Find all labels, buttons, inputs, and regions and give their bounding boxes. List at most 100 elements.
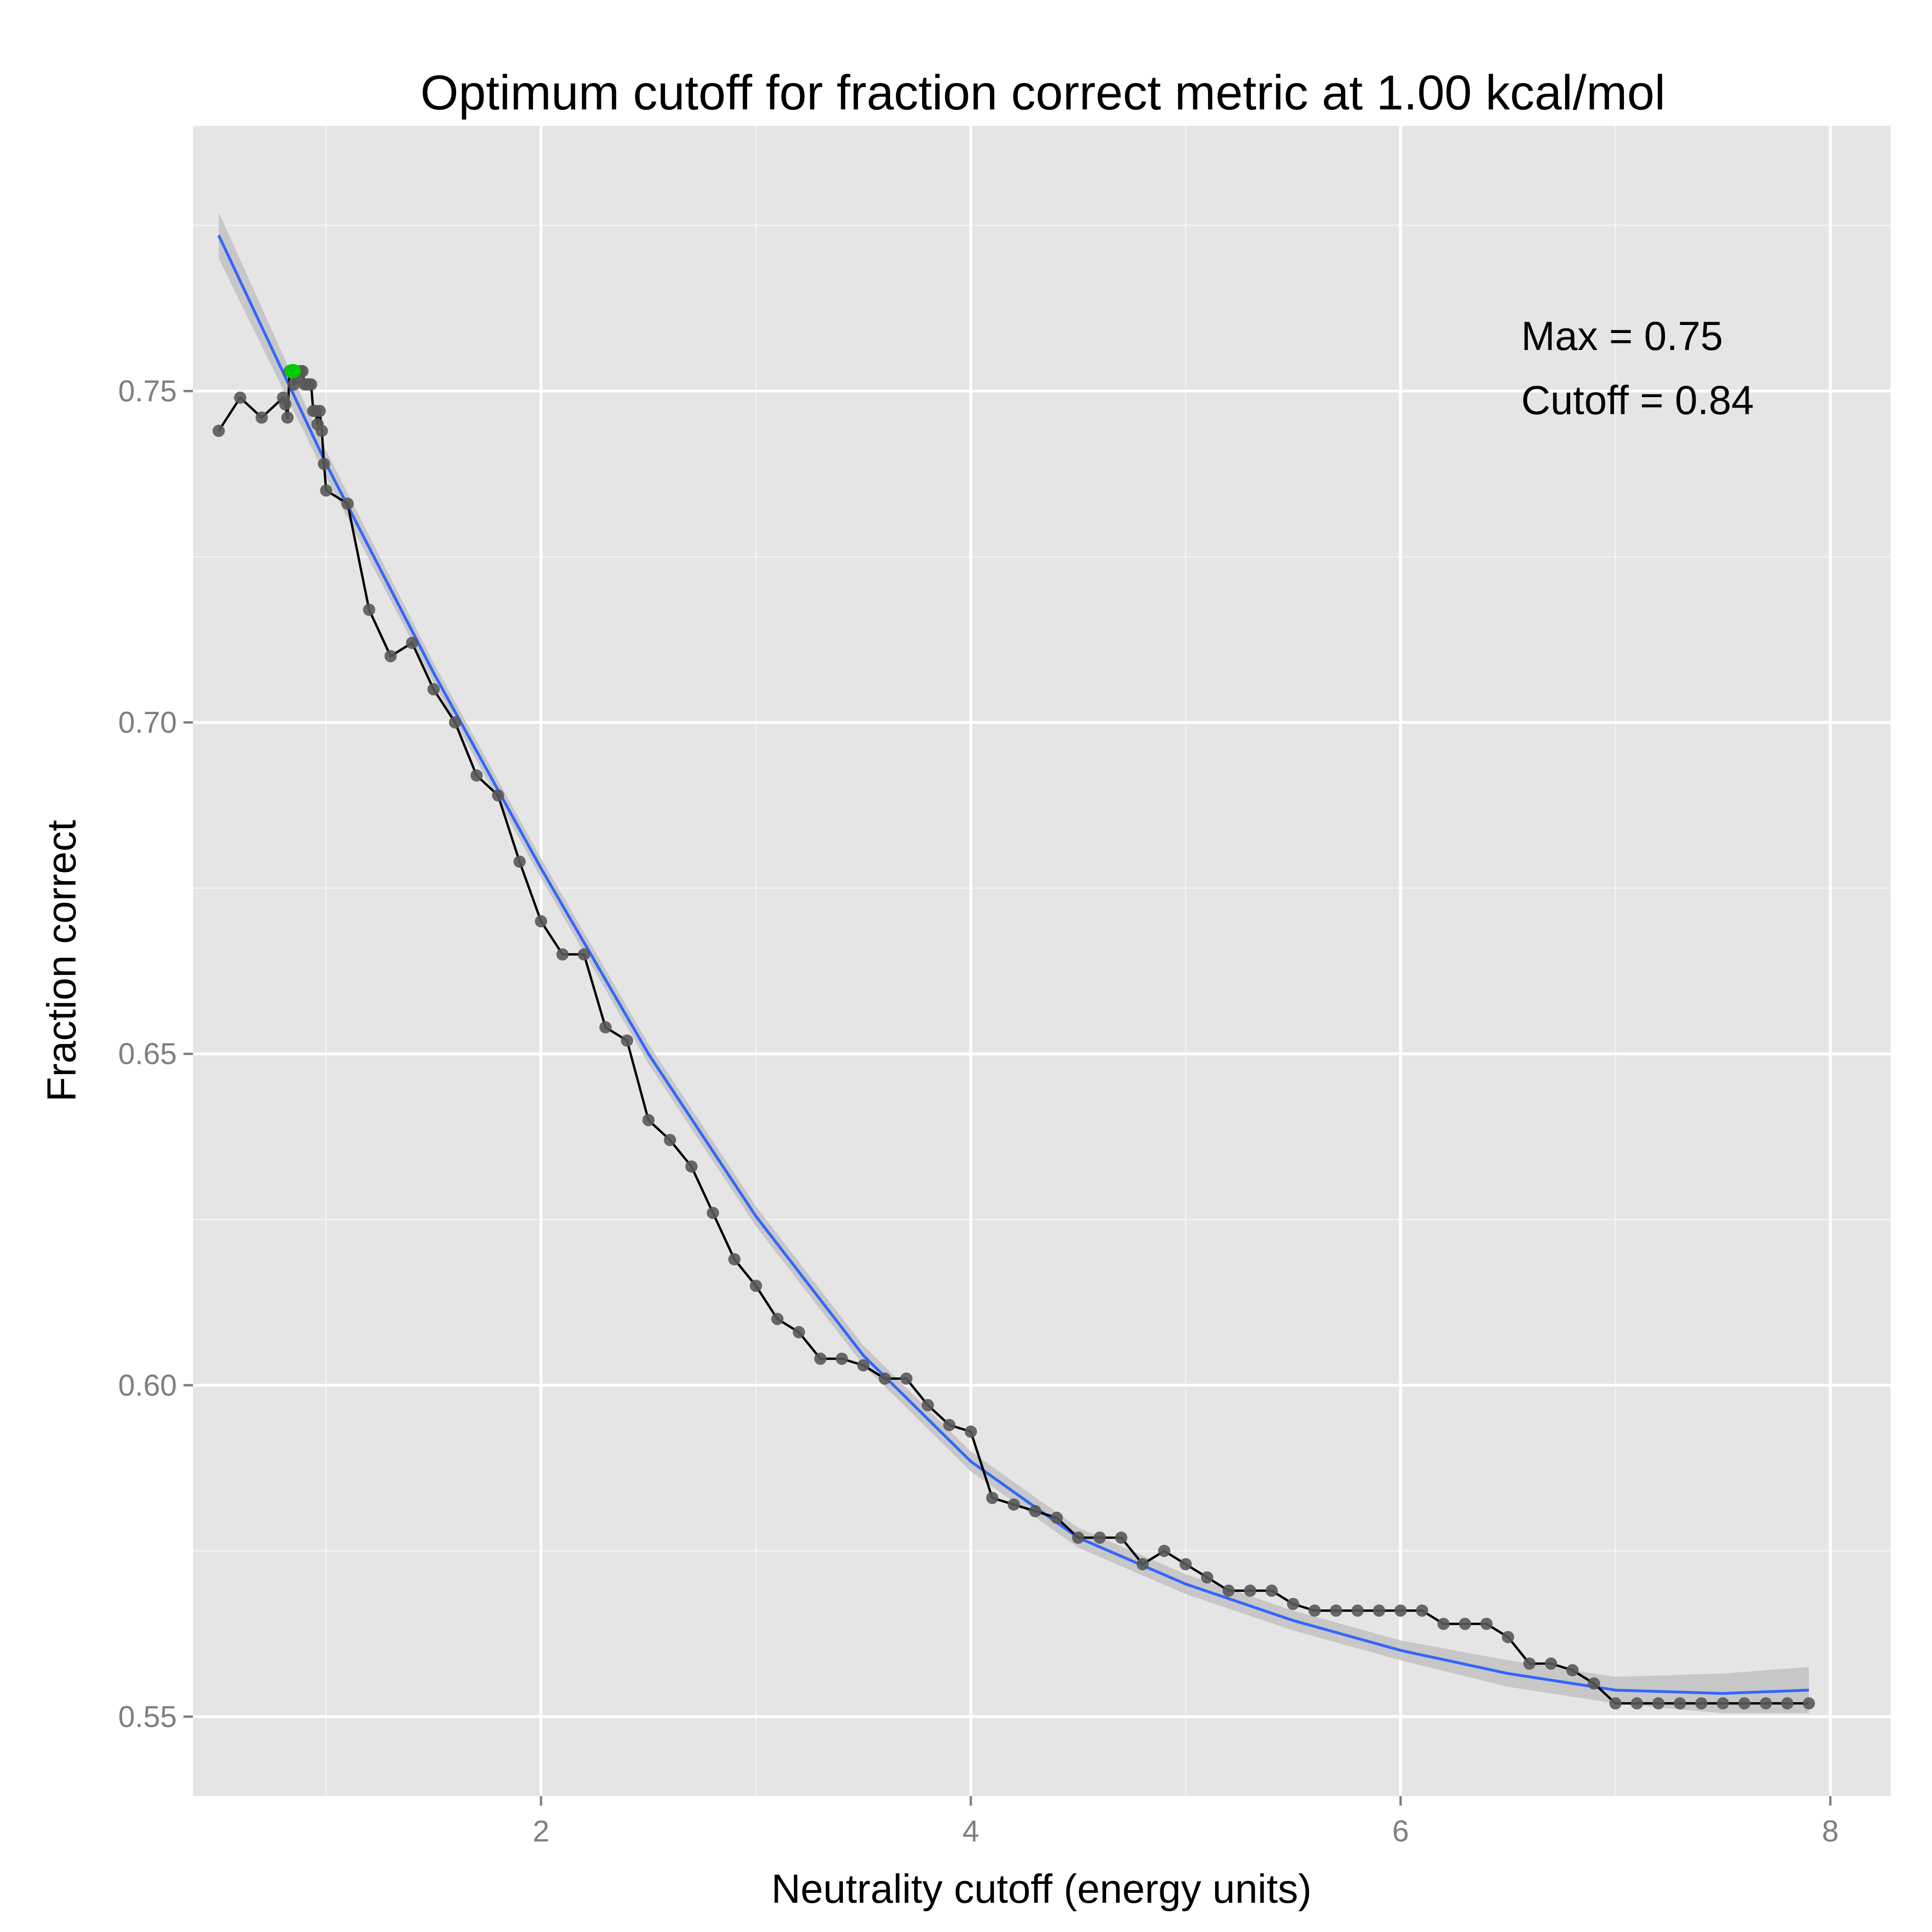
plot-panel xyxy=(193,126,1890,1796)
data-point xyxy=(878,1372,891,1385)
x-tick-label: 6 xyxy=(1392,1814,1409,1848)
data-point xyxy=(491,789,504,802)
data-point xyxy=(1802,1697,1815,1710)
data-point xyxy=(1050,1511,1063,1524)
data-point xyxy=(749,1280,762,1292)
data-point xyxy=(664,1133,676,1146)
data-point xyxy=(792,1326,805,1339)
data-point xyxy=(1072,1532,1084,1544)
data-point xyxy=(1008,1498,1020,1511)
data-point xyxy=(316,425,328,437)
data-point xyxy=(685,1160,698,1173)
data-point xyxy=(1179,1558,1192,1571)
data-point xyxy=(1222,1584,1235,1597)
data-point xyxy=(1373,1604,1385,1617)
cutoff-annotation: Cutoff = 0.84 xyxy=(1521,378,1754,423)
data-point xyxy=(771,1313,784,1325)
data-point xyxy=(1244,1584,1257,1597)
data-point xyxy=(281,411,294,424)
data-point xyxy=(1652,1697,1665,1710)
smooth-fit-line xyxy=(217,234,1809,1695)
max-highlight xyxy=(284,364,301,378)
data-point xyxy=(621,1034,633,1047)
data-point xyxy=(1029,1505,1041,1517)
data-point xyxy=(363,603,375,616)
data-point xyxy=(1566,1664,1579,1676)
data-point xyxy=(1115,1532,1128,1544)
data-point xyxy=(427,683,440,696)
data-point xyxy=(1588,1677,1600,1690)
data-point xyxy=(1781,1697,1794,1710)
data-point xyxy=(279,398,291,411)
data-point xyxy=(986,1491,999,1504)
x-axis: 2 4 6 8 xyxy=(533,1796,1839,1848)
x-tick-label: 4 xyxy=(962,1814,979,1848)
data-point xyxy=(900,1372,913,1385)
fit-layer xyxy=(217,234,1809,1695)
major-gridlines xyxy=(193,126,1890,1796)
data-point xyxy=(857,1359,870,1372)
x-tick-label: 2 xyxy=(533,1814,550,1848)
data-point xyxy=(384,650,397,663)
data-point xyxy=(922,1399,934,1411)
data-point xyxy=(578,948,591,961)
data-point xyxy=(1459,1617,1471,1630)
data-point xyxy=(1351,1604,1364,1617)
x-tick-label: 8 xyxy=(1822,1814,1839,1848)
data-point xyxy=(1287,1598,1299,1610)
data-point xyxy=(1158,1545,1171,1557)
data-point xyxy=(255,411,268,424)
y-tick-label: 0.55 xyxy=(118,1699,177,1733)
data-point xyxy=(1480,1617,1493,1630)
data-point xyxy=(1674,1697,1686,1710)
data-point xyxy=(1502,1631,1515,1643)
data-point xyxy=(1201,1571,1214,1584)
data-point xyxy=(320,484,333,497)
data-point xyxy=(234,391,247,404)
data-point xyxy=(642,1114,655,1126)
minor-gridlines xyxy=(193,126,1890,1796)
data-point xyxy=(1759,1697,1772,1710)
data-point xyxy=(943,1419,956,1432)
data-point xyxy=(1609,1697,1622,1710)
data-point xyxy=(814,1352,827,1365)
data-point xyxy=(556,948,569,961)
data-point xyxy=(1308,1604,1321,1617)
data-point xyxy=(707,1207,719,1219)
data-point xyxy=(470,769,483,782)
data-point xyxy=(406,637,418,649)
data-point xyxy=(313,405,326,417)
y-axis: 0.55 0.60 0.65 0.70 0.75 xyxy=(118,374,193,1733)
y-tick-label: 0.70 xyxy=(118,706,177,740)
data-point xyxy=(449,716,461,729)
x-axis-title: Neutrality cutoff (energy units) xyxy=(771,1866,1312,1912)
data-point xyxy=(212,425,225,437)
data-point xyxy=(1523,1657,1536,1670)
data-point xyxy=(1093,1532,1106,1544)
data-point xyxy=(513,855,526,868)
data-point xyxy=(1330,1604,1342,1617)
data-point xyxy=(1136,1558,1149,1571)
data-point xyxy=(1394,1604,1407,1617)
y-tick-label: 0.60 xyxy=(118,1368,177,1402)
data-point xyxy=(835,1352,848,1365)
data-point xyxy=(1716,1697,1729,1710)
max-point xyxy=(287,364,301,378)
data-point xyxy=(305,378,317,391)
data-point xyxy=(1437,1617,1450,1630)
data-point xyxy=(317,458,330,470)
data-point xyxy=(1545,1657,1557,1670)
data-point xyxy=(1738,1697,1751,1710)
data-point xyxy=(599,1021,612,1033)
data-point xyxy=(341,497,354,510)
y-axis-title: Fraction correct xyxy=(39,820,84,1101)
chart-title: Optimum cutoff for fraction correct metr… xyxy=(420,66,1665,120)
y-tick-label: 0.75 xyxy=(118,374,177,408)
data-point xyxy=(1695,1697,1708,1710)
data-point xyxy=(728,1253,741,1266)
data-point xyxy=(1266,1584,1278,1597)
data-point xyxy=(1631,1697,1643,1710)
data-point xyxy=(535,915,547,928)
data-point xyxy=(1416,1604,1428,1617)
